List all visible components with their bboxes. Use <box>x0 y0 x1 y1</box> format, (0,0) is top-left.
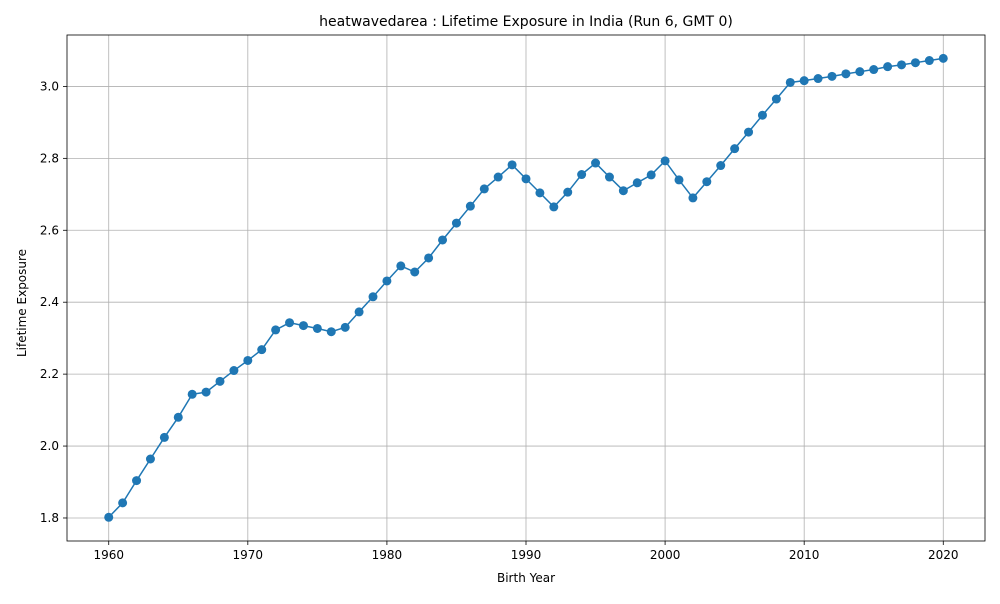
y-tick-label: 2.6 <box>40 223 59 237</box>
data-point <box>215 376 225 386</box>
data-point <box>785 77 795 87</box>
data-point <box>660 156 670 166</box>
data-point <box>855 67 865 77</box>
data-point <box>145 454 155 464</box>
grid <box>67 35 985 541</box>
data-point <box>104 512 114 522</box>
data-point <box>451 218 461 228</box>
x-tick-label: 1980 <box>372 548 403 562</box>
data-point <box>271 325 281 335</box>
data-point <box>563 187 573 197</box>
x-axis-ticks: 1960 1970 1980 1990 2000 2010 2020 <box>93 541 959 562</box>
series-exposure <box>104 53 948 522</box>
data-point <box>688 193 698 203</box>
data-point <box>841 69 851 79</box>
data-point <box>229 366 239 376</box>
data-point <box>243 355 253 365</box>
y-tick-label: 2.0 <box>40 439 59 453</box>
data-point <box>424 253 434 263</box>
data-point <box>577 170 587 180</box>
data-point <box>744 127 754 137</box>
data-point <box>938 53 948 63</box>
y-tick-label: 2.2 <box>40 367 59 381</box>
y-axis-ticks: 1.8 2.0 2.2 2.4 2.6 2.8 3.0 <box>40 79 67 525</box>
x-tick-label: 2020 <box>928 548 959 562</box>
y-tick-label: 3.0 <box>40 79 59 93</box>
x-axis-label: Birth Year <box>497 571 555 585</box>
data-point <box>591 158 601 168</box>
data-point <box>632 178 642 188</box>
y-axis-label: Lifetime Exposure <box>15 249 29 357</box>
data-point <box>924 56 934 66</box>
data-point <box>438 235 448 245</box>
series-markers <box>104 53 948 522</box>
data-point <box>118 498 128 508</box>
x-tick-label: 2000 <box>650 548 681 562</box>
y-tick-label: 2.4 <box>40 295 59 309</box>
data-point <box>674 175 684 185</box>
data-point <box>396 261 406 271</box>
data-point <box>201 387 211 397</box>
data-point <box>799 76 809 86</box>
data-point <box>716 161 726 171</box>
data-point <box>507 160 517 170</box>
x-tick-label: 1970 <box>233 548 264 562</box>
data-point <box>354 307 364 317</box>
data-point <box>479 184 489 194</box>
data-point <box>618 186 628 196</box>
data-point <box>604 172 614 182</box>
data-point <box>521 174 531 184</box>
data-point <box>257 345 267 355</box>
y-tick-label: 2.8 <box>40 151 59 165</box>
data-point <box>493 172 503 182</box>
y-tick-label: 1.8 <box>40 511 59 525</box>
data-point <box>382 276 392 286</box>
data-point <box>897 60 907 70</box>
data-point <box>646 170 656 180</box>
x-tick-label: 1990 <box>511 548 542 562</box>
data-point <box>757 110 767 120</box>
data-point <box>771 94 781 104</box>
data-point <box>187 389 197 399</box>
data-point <box>465 201 475 211</box>
chart-title: heatwavedarea : Lifetime Exposure in Ind… <box>319 14 733 30</box>
data-point <box>869 65 879 75</box>
data-point <box>702 177 712 187</box>
data-point <box>298 321 308 331</box>
x-tick-label: 2010 <box>789 548 820 562</box>
data-point <box>326 327 336 337</box>
data-point <box>368 292 378 302</box>
data-point <box>132 476 142 486</box>
data-point <box>535 188 545 198</box>
data-point <box>340 322 350 332</box>
data-point <box>910 58 920 68</box>
data-point <box>312 323 322 333</box>
data-point <box>730 144 740 154</box>
data-point <box>883 62 893 72</box>
data-point <box>173 412 183 422</box>
data-point <box>410 267 420 277</box>
data-point <box>827 71 837 81</box>
data-point <box>285 318 295 328</box>
x-tick-label: 1960 <box>93 548 124 562</box>
data-point <box>549 202 559 212</box>
data-point <box>159 432 169 442</box>
data-point <box>813 74 823 84</box>
